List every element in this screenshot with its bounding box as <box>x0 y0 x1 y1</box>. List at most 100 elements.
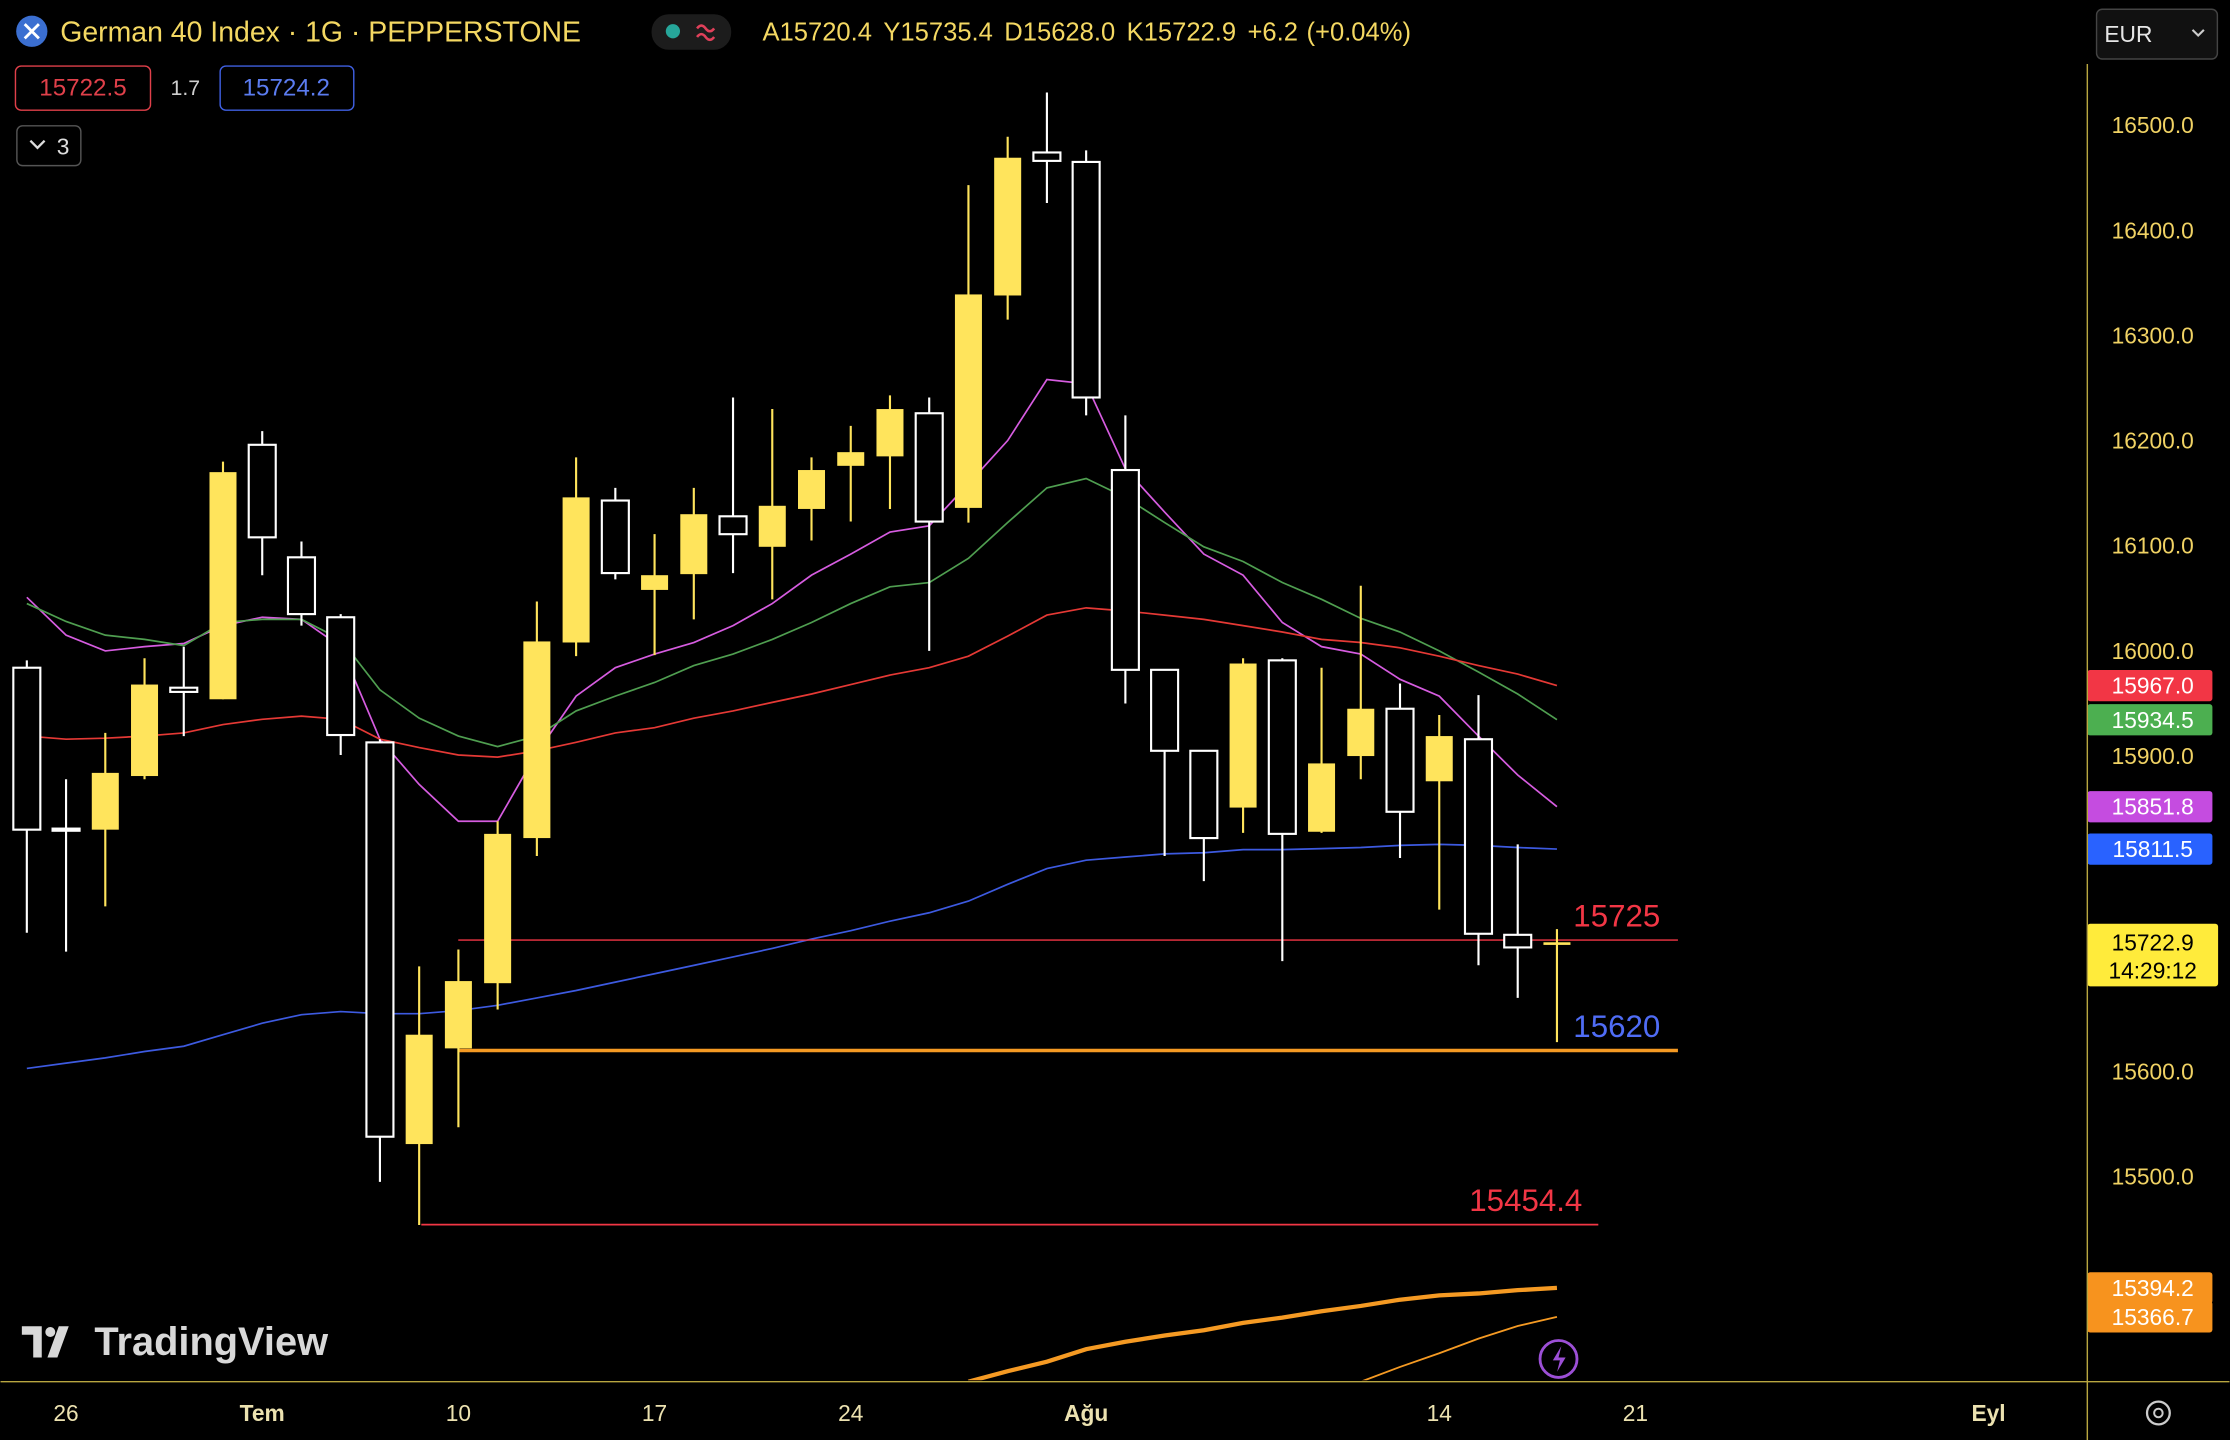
level-label: 15454.4 <box>1469 1183 1582 1218</box>
indicator-line <box>26 843 1557 1070</box>
candle-body <box>600 499 630 575</box>
y-tick-label: 16400.0 <box>2112 217 2194 243</box>
chevron <box>29 139 46 150</box>
candle-body <box>562 497 590 643</box>
y-tick-label: 16100.0 <box>2112 533 2194 559</box>
candle-body <box>798 470 826 509</box>
candle-body <box>405 1034 433 1145</box>
price-badge <box>2087 1272 2213 1304</box>
x-tick-label: 21 <box>1623 1400 1648 1426</box>
candle-body <box>1110 468 1140 671</box>
indicators-toggle[interactable] <box>16 125 82 167</box>
price-badge <box>2087 791 2213 823</box>
settings-icon <box>2153 1407 2164 1419</box>
candle-body <box>1150 668 1180 752</box>
buy-price: 15724.2 <box>243 75 330 102</box>
candle-body <box>680 514 708 575</box>
ohlc-legend: A15720.4 Y15735.4 D15628.0 K15722.9 +6.2 (+0.… <box>762 19 1411 47</box>
symbol-title[interactable]: German 40 Index · 1G · PEPPERSTONE <box>60 17 581 49</box>
current-price-badge <box>2087 923 2219 987</box>
candle-body <box>641 575 669 590</box>
sell-price: 15722.5 <box>39 75 126 102</box>
candle-body <box>209 472 237 700</box>
symbol-icon-mark <box>23 23 40 40</box>
spread: 1.7 <box>171 76 201 100</box>
status-pill[interactable] <box>651 14 732 50</box>
logo-dot <box>45 1326 56 1337</box>
logo-icon <box>21 1326 69 1358</box>
price-badge-label: 15967.0 <box>2112 673 2194 699</box>
candle-body <box>1267 659 1297 835</box>
price-badge-label: 15934.5 <box>2112 707 2194 733</box>
candle-body <box>523 641 551 839</box>
indicator-line <box>26 606 1558 758</box>
candle-body <box>1385 707 1415 813</box>
chevron <box>2191 29 2205 38</box>
ohlc-value: 15735.4 <box>900 19 992 47</box>
candle-body <box>1071 160 1101 399</box>
price-badge-label: 15851.8 <box>2112 794 2194 820</box>
candle-body <box>247 443 277 539</box>
level-label: 15620 <box>1573 1009 1660 1044</box>
indicator-line <box>26 477 1558 748</box>
replay-button[interactable] <box>1538 1339 1579 1379</box>
price-badge <box>2087 669 2213 702</box>
price-badge <box>2087 1301 2213 1333</box>
price-badge-label: 15811.5 <box>2112 836 2193 862</box>
level-label: 15725 <box>1573 898 1660 933</box>
candle-body <box>444 981 472 1049</box>
x-tick-label: Eyl <box>1971 1400 2005 1426</box>
change-percent: (+0.04%) <box>1307 19 1412 47</box>
candle-body <box>758 505 786 547</box>
ohlc-label: Y <box>883 19 900 47</box>
ohlc-label: A <box>762 19 780 47</box>
price-badge <box>2087 704 2213 736</box>
countdown: 14:29:12 <box>2108 958 2197 984</box>
currency-select[interactable] <box>2095 8 2219 60</box>
candle-body <box>1032 151 1062 162</box>
ohlc-value: 15628.0 <box>1023 19 1115 47</box>
candle-body <box>484 833 512 984</box>
candle-body <box>718 515 748 536</box>
buy-button[interactable] <box>219 65 355 111</box>
y-tick-label: 16000.0 <box>2112 638 2194 664</box>
x-tick-label: Ağu <box>1064 1400 1108 1426</box>
candle-body <box>365 741 395 1138</box>
settings-button[interactable] <box>2145 1400 2171 1426</box>
change: +6.2 <box>1247 19 1298 47</box>
x-tick-label: 17 <box>642 1400 667 1426</box>
watermark: TradingView <box>94 1320 329 1364</box>
ohlc-label: K <box>1127 19 1144 47</box>
candle-body <box>876 409 904 457</box>
candle-body <box>1189 749 1219 840</box>
candle-body <box>994 157 1022 296</box>
y-tick-label: 15500.0 <box>2112 1164 2194 1190</box>
x-tick-label: Tem <box>240 1400 285 1426</box>
data-delay-icon <box>696 24 716 42</box>
indicator-line <box>26 378 1558 823</box>
candle-body <box>914 412 944 523</box>
plot-area: 15725 15620 15454.4 <box>12 92 1678 1381</box>
x-tick-label: 24 <box>838 1400 863 1426</box>
indicator-line <box>1361 1315 1558 1381</box>
candle-body <box>1347 708 1375 757</box>
current-price-label: 15722.9 <box>2112 929 2194 955</box>
candle-body <box>1425 736 1453 782</box>
x-tick-label: 14 <box>1427 1400 1452 1426</box>
lightning-icon <box>1552 1346 1566 1372</box>
ohlc-value: 15722.9 <box>1144 19 1236 47</box>
y-tick-label: 15900.0 <box>2112 743 2194 769</box>
candle-body <box>1229 663 1257 808</box>
candle-body <box>837 452 865 466</box>
price-badge <box>2087 833 2213 865</box>
candle-body <box>954 294 982 508</box>
sell-button[interactable] <box>14 65 152 111</box>
candle-body <box>91 772 119 830</box>
currency: EUR <box>2104 21 2152 47</box>
candle-body <box>1308 763 1336 832</box>
candle-body <box>169 686 199 693</box>
candle-body <box>286 556 317 616</box>
x-tick-label: 26 <box>53 1400 78 1426</box>
